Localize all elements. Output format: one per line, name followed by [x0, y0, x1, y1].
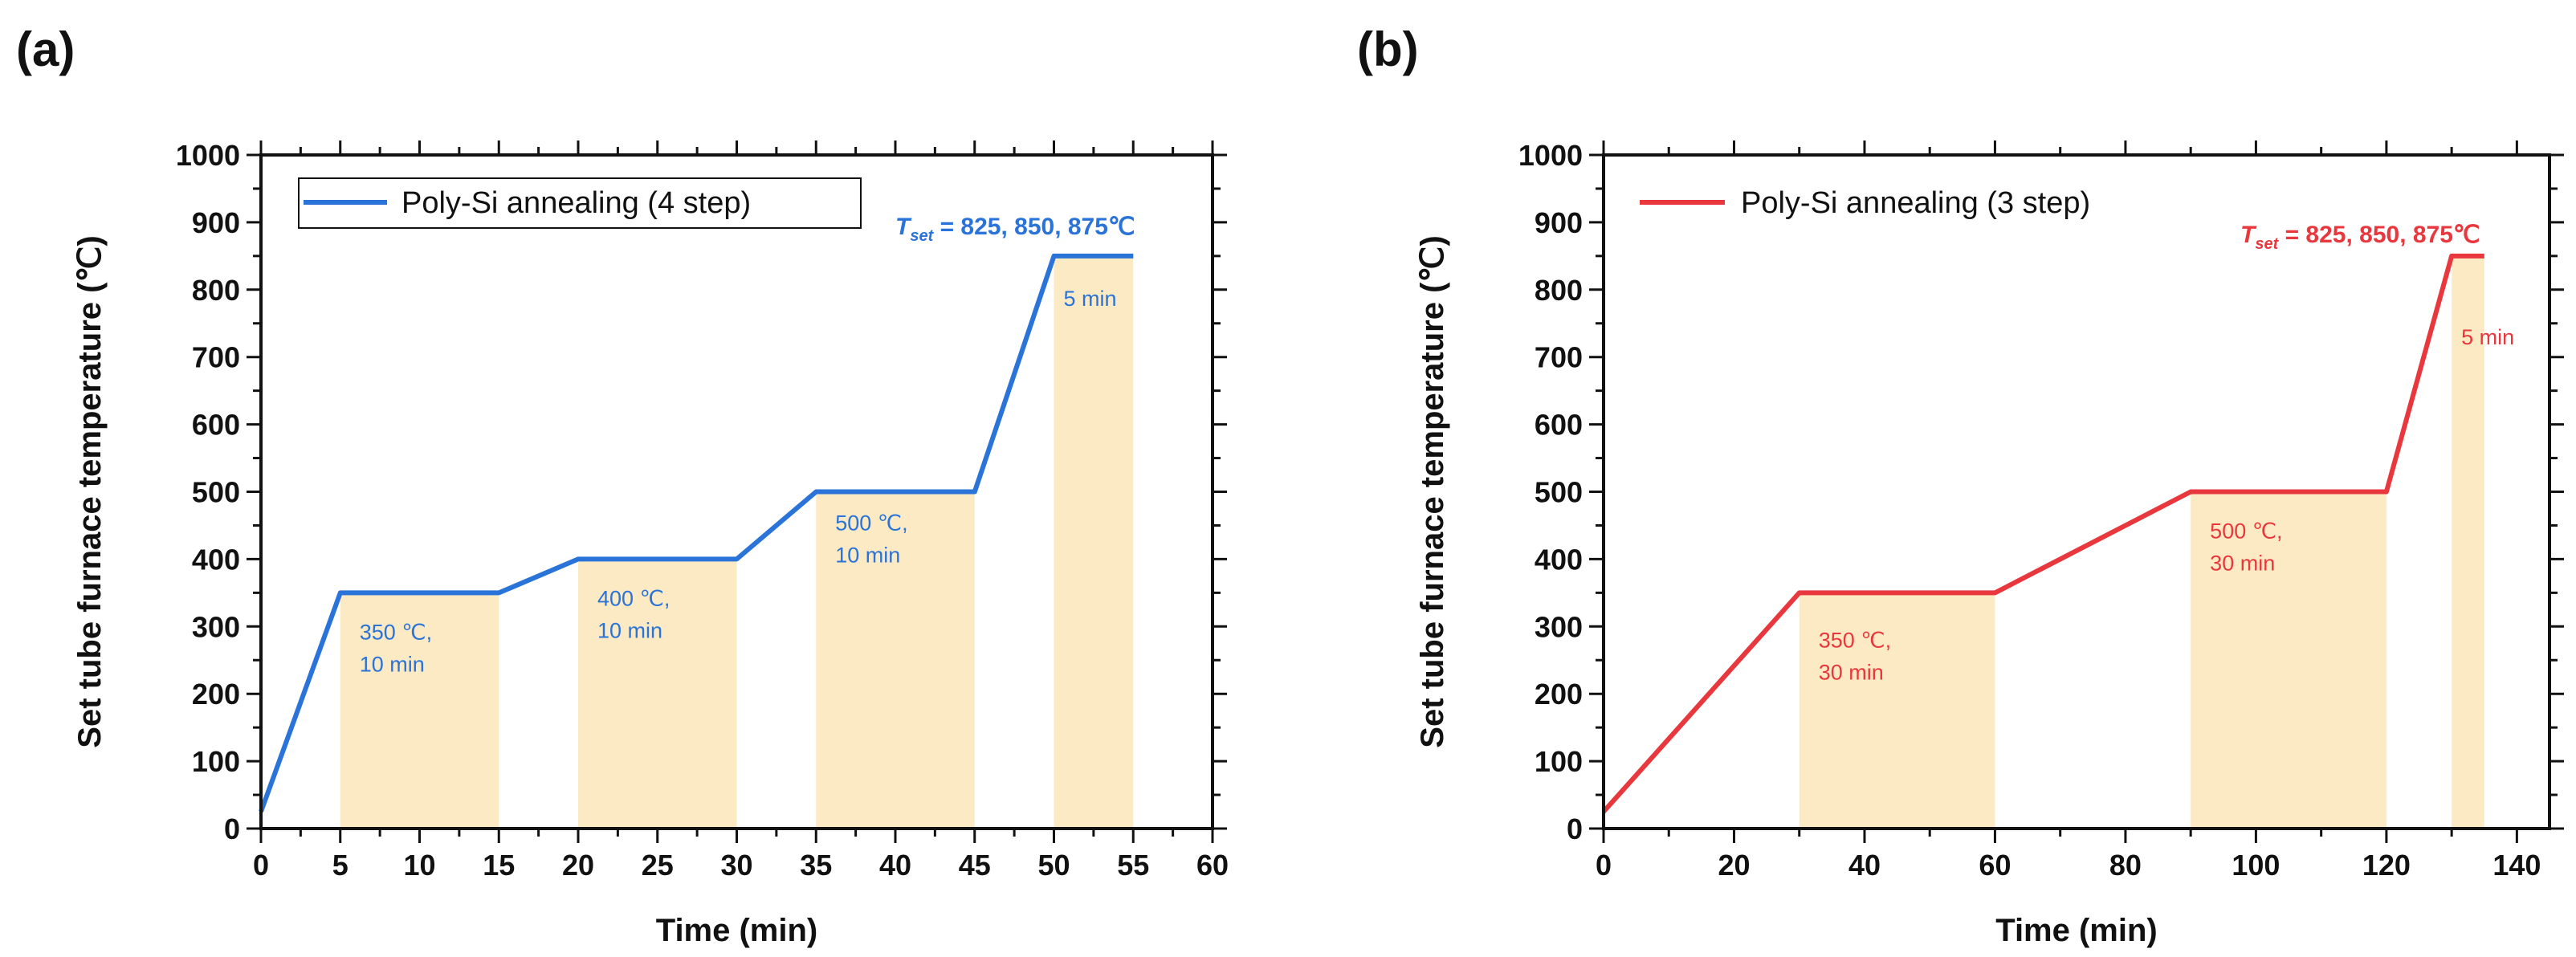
x-tick-label-b-5: 100 — [2232, 849, 2280, 882]
hold-label-a-2: 500 ℃, — [835, 511, 907, 536]
x-tick-label-b-4: 80 — [2109, 849, 2142, 882]
x-tick-label-b-3: 60 — [1979, 849, 2011, 882]
y-tick-label-b-9: 900 — [1535, 206, 1583, 239]
y-tick-label-b-1: 100 — [1535, 745, 1583, 778]
x-tick-label-a-1: 5 — [332, 849, 348, 882]
legend-box-a — [298, 177, 862, 229]
y-tick-label-a-9: 900 — [192, 206, 240, 239]
y-axis-title-b: Set tube furnace temperature (℃) — [1415, 235, 1450, 747]
hold-duration-b-0: 30 min — [1819, 660, 1884, 684]
x-tick-label-a-9: 45 — [959, 849, 991, 882]
series-line-a — [259, 253, 1134, 813]
hold-region-b-1 — [2191, 491, 2386, 829]
y-tick-label-b-0: 0 — [1567, 812, 1583, 845]
x-tick-label-a-5: 25 — [642, 849, 674, 882]
x-tick-label-b-6: 120 — [2362, 849, 2411, 882]
y-tick-label-a-7: 700 — [192, 341, 240, 374]
x-tick-label-a-11: 55 — [1117, 849, 1149, 882]
y-tick-label-a-10: 1000 — [176, 139, 240, 172]
x-tick-label-a-8: 40 — [879, 849, 911, 882]
series-line-b — [1601, 253, 2484, 813]
y-tick-label-a-4: 400 — [192, 543, 240, 576]
y-tick-label-b-7: 700 — [1535, 341, 1583, 374]
hold-region-b-2 — [2452, 255, 2484, 829]
panel-b-label: (b) — [1357, 22, 1419, 76]
tset-annotation-b: Tset = 825, 850, 875℃ — [2240, 222, 2480, 253]
y-tick-label-b-6: 600 — [1535, 409, 1583, 442]
hold-region-a-1 — [578, 559, 737, 829]
hold-duration-b-1: 30 min — [2210, 552, 2275, 576]
x-tick-label-b-1: 20 — [1718, 849, 1750, 882]
y-tick-label-a-2: 200 — [192, 678, 240, 711]
y-tick-label-b-8: 800 — [1535, 274, 1583, 307]
tset-annotation-a: Tset = 825, 850, 875℃ — [895, 214, 1135, 245]
x-tick-label-b-7: 140 — [2492, 849, 2541, 882]
y-tick-label-b-3: 300 — [1535, 610, 1583, 643]
x-tick-label-a-4: 20 — [562, 849, 594, 882]
hold-duration-a-2: 10 min — [835, 544, 900, 568]
y-tick-label-a-3: 300 — [192, 610, 240, 643]
legend-label-a: Poly-Si annealing (4 step) — [401, 186, 751, 220]
panel-a-label: (a) — [16, 22, 75, 76]
x-axis-title-a: Time (min) — [656, 913, 818, 948]
y-tick-label-a-6: 600 — [192, 409, 240, 442]
x-tick-label-a-12: 60 — [1196, 849, 1229, 882]
hold-duration-a-0: 10 min — [360, 652, 425, 676]
x-tick-label-a-6: 30 — [720, 849, 752, 882]
y-tick-label-b-2: 200 — [1535, 678, 1583, 711]
x-tick-label-a-3: 15 — [483, 849, 515, 882]
hold-region-b-0 — [1799, 593, 1995, 829]
y-axis-title-a: Set tube furnace temperature (℃) — [72, 235, 108, 747]
hold-label-a-1: 400 ℃, — [597, 586, 670, 610]
chart-panel-b: 350 ℃, 30 min 500 ℃, 30 min 5 min 0 20 40 60 80 10… — [1415, 139, 2564, 948]
x-tick-label-a-7: 35 — [800, 849, 832, 882]
hold-label-b-2: 5 min — [2461, 325, 2514, 349]
y-tick-label-a-8: 800 — [192, 274, 240, 307]
y-tick-label-a-0: 0 — [224, 812, 240, 845]
y-tick-label-b-10: 1000 — [1518, 139, 1583, 172]
plot-frame-b — [1602, 153, 2551, 830]
y-tick-label-b-5: 500 — [1535, 476, 1583, 509]
hold-duration-a-1: 10 min — [597, 618, 662, 642]
hold-region-a-0 — [340, 593, 499, 829]
x-tick-label-b-0: 0 — [1596, 849, 1612, 882]
x-tick-label-a-2: 10 — [403, 849, 435, 882]
hold-label-a-0: 350 ℃, — [360, 620, 432, 644]
hold-label-b-1: 500 ℃, — [2210, 519, 2282, 544]
y-tick-label-a-5: 500 — [192, 476, 240, 509]
x-tick-label-a-10: 50 — [1037, 849, 1070, 882]
chart-panel-a: 350 ℃, 10 min 400 ℃, 10 min 500 ℃, 10 min 5 mi… — [72, 139, 1229, 948]
x-axis-title-b: Time (min) — [1995, 913, 2158, 948]
hold-region-a-3 — [1054, 255, 1134, 829]
x-tick-label-b-2: 40 — [1848, 849, 1881, 882]
y-tick-label-a-1: 100 — [192, 745, 240, 778]
hold-region-a-2 — [816, 491, 975, 829]
hold-label-b-0: 350 ℃, — [1819, 628, 1891, 652]
legend-label-b: Poly-Si annealing (3 step) — [1741, 186, 2090, 220]
x-tick-label-a-0: 0 — [253, 849, 269, 882]
y-tick-label-b-4: 400 — [1535, 543, 1583, 576]
hold-label-a-3: 5 min — [1064, 287, 1117, 311]
